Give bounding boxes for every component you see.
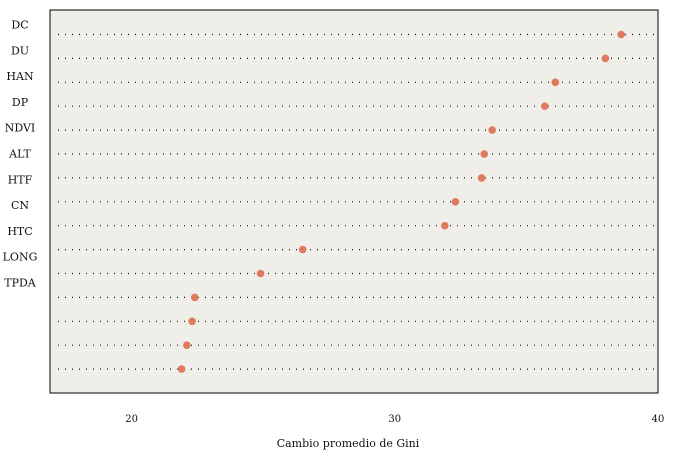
y-axis-label: CN	[11, 199, 29, 212]
plot-panel	[49, 9, 659, 394]
data-point	[541, 102, 549, 110]
data-point	[188, 317, 196, 326]
data-point	[451, 198, 460, 206]
data-point	[177, 365, 186, 373]
data-point	[256, 269, 265, 278]
y-axis-label: TPDA	[4, 277, 37, 290]
x-axis-ticks: 20 30 40	[125, 414, 664, 425]
data-point	[190, 293, 199, 302]
x-tick-label: 30	[388, 414, 401, 425]
y-axis-label: DC	[11, 19, 28, 32]
data-point	[441, 221, 449, 230]
x-axis-title: Cambio promedio de Gini	[277, 437, 420, 450]
data-point	[488, 126, 496, 134]
data-point	[298, 245, 307, 254]
x-tick-label: 20	[125, 414, 138, 425]
data-point	[617, 30, 625, 39]
y-axis-label: NDVI	[5, 122, 36, 135]
y-axis-label: HTF	[8, 173, 33, 186]
y-axis-label: HTC	[7, 225, 32, 238]
data-point	[551, 78, 560, 87]
y-axis-label: DP	[12, 96, 29, 109]
y-axis-label: ALT	[8, 148, 31, 161]
data-point	[601, 54, 610, 63]
data-point	[477, 174, 486, 182]
x-tick-label: 40	[652, 414, 665, 425]
y-axis-label: LONG	[3, 251, 38, 264]
y-axis-labels: DC DU HAN DP NDVI ALT HTF CN HTC LONG TPDA	[3, 19, 38, 290]
data-point	[183, 341, 191, 350]
data-point	[480, 150, 489, 158]
data-points	[177, 30, 625, 373]
y-axis-label: DU	[11, 44, 29, 57]
y-axis-label: HAN	[6, 70, 34, 83]
